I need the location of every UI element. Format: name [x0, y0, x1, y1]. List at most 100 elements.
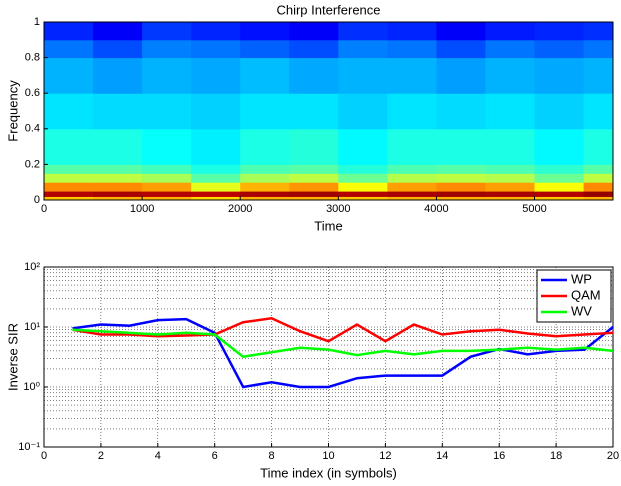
y-tick-label: 0	[34, 194, 40, 206]
heat-cell	[583, 196, 614, 201]
heat-cell	[240, 196, 290, 201]
heat-cell	[485, 196, 536, 201]
heat-cell	[534, 128, 585, 165]
heat-cell	[485, 22, 536, 41]
series-line	[72, 317, 614, 389]
y-tick-label: 0.2	[25, 158, 40, 170]
y-tick-label: 10⁻¹	[18, 441, 40, 453]
heat-cell	[338, 39, 388, 59]
heat-cell	[289, 182, 339, 192]
y-axis-label: Frequency	[5, 80, 20, 142]
heat-cell	[485, 39, 536, 59]
heat-cell	[583, 164, 614, 174]
heat-cell	[93, 196, 143, 201]
heat-cell	[191, 128, 241, 165]
heat-cell	[93, 93, 143, 130]
heat-cell	[93, 164, 143, 174]
heat-cell	[44, 39, 94, 59]
y-tick-label: 10¹	[24, 321, 40, 333]
heat-cell	[338, 191, 388, 197]
y-tick-label: 10²	[24, 261, 40, 273]
heat-cell	[191, 164, 241, 174]
heat-cell	[44, 173, 94, 183]
heat-cell	[93, 182, 143, 192]
heat-cell	[436, 164, 486, 174]
heat-cell	[534, 191, 585, 197]
heat-cell	[240, 39, 290, 59]
heat-cell	[240, 164, 290, 174]
x-tick-label: 18	[550, 450, 562, 462]
heat-cell	[142, 22, 192, 41]
heat-cell	[338, 22, 388, 41]
heat-cell	[289, 57, 339, 94]
heat-cell	[93, 22, 143, 41]
heat-cell	[240, 191, 290, 197]
heat-cell	[142, 128, 192, 165]
x-tick-label: 0	[41, 450, 47, 462]
heat-cell	[583, 57, 614, 94]
heat-cell	[142, 182, 192, 192]
heat-cell	[583, 93, 614, 130]
heat-cell	[142, 196, 192, 201]
heat-cell	[387, 93, 437, 130]
x-tick-label: 12	[379, 450, 391, 462]
heat-cell	[93, 39, 143, 59]
heat-cell	[436, 22, 486, 41]
heat-cell	[583, 22, 614, 41]
heat-cell	[44, 22, 94, 41]
heat-cell	[240, 128, 290, 165]
heat-cell	[289, 173, 339, 183]
heat-cell	[289, 191, 339, 197]
x-tick-label: 10	[322, 450, 334, 462]
x-tick-label: 14	[436, 450, 448, 462]
heat-cell	[191, 22, 241, 41]
heat-cell	[191, 57, 241, 94]
y-tick-label: 10⁰	[23, 381, 40, 393]
heat-cell	[387, 196, 437, 201]
heat-cell	[142, 93, 192, 130]
heat-cell	[191, 173, 241, 183]
heat-cell	[583, 39, 614, 59]
heat-cell	[534, 39, 585, 59]
heat-cell	[436, 39, 486, 59]
heat-cell	[44, 93, 94, 130]
heat-cell	[289, 164, 339, 174]
x-tick-label: 20	[607, 450, 619, 462]
heat-cell	[289, 93, 339, 130]
axes-frame	[43, 266, 614, 448]
x-tick-label: 5000	[522, 203, 546, 215]
heat-cell	[534, 182, 585, 192]
y-tick-label: 1	[34, 16, 40, 28]
heat-cell	[485, 173, 536, 183]
heat-cell	[583, 128, 614, 165]
series-line	[72, 328, 614, 359]
heat-cell	[338, 128, 388, 165]
heat-cell	[485, 57, 536, 94]
x-tick-label: 3000	[326, 203, 350, 215]
heat-cell	[436, 128, 486, 165]
heat-cell	[289, 128, 339, 165]
heat-cell	[387, 39, 437, 59]
heat-cell	[583, 182, 614, 192]
heat-cell	[142, 39, 192, 59]
heat-cell	[240, 57, 290, 94]
heat-cell	[44, 196, 94, 201]
heat-cell	[240, 173, 290, 183]
y-axis-label: Inverse SIR	[5, 323, 20, 391]
heat-cell	[534, 22, 585, 41]
y-tick-label: 0.8	[25, 52, 40, 64]
heat-cell	[387, 164, 437, 174]
heat-cell	[485, 191, 536, 197]
x-tick-label: 8	[269, 450, 275, 462]
y-tick-label: 0.4	[25, 123, 40, 135]
heat-cell	[93, 173, 143, 183]
heat-cell	[289, 196, 339, 201]
chart-title: Chirp Interference	[276, 2, 380, 17]
heat-cell	[534, 57, 585, 94]
x-tick-label: 2	[98, 450, 104, 462]
legend-label: QAM	[571, 287, 601, 302]
x-tick-label: 6	[212, 450, 218, 462]
heat-cell	[485, 164, 536, 174]
